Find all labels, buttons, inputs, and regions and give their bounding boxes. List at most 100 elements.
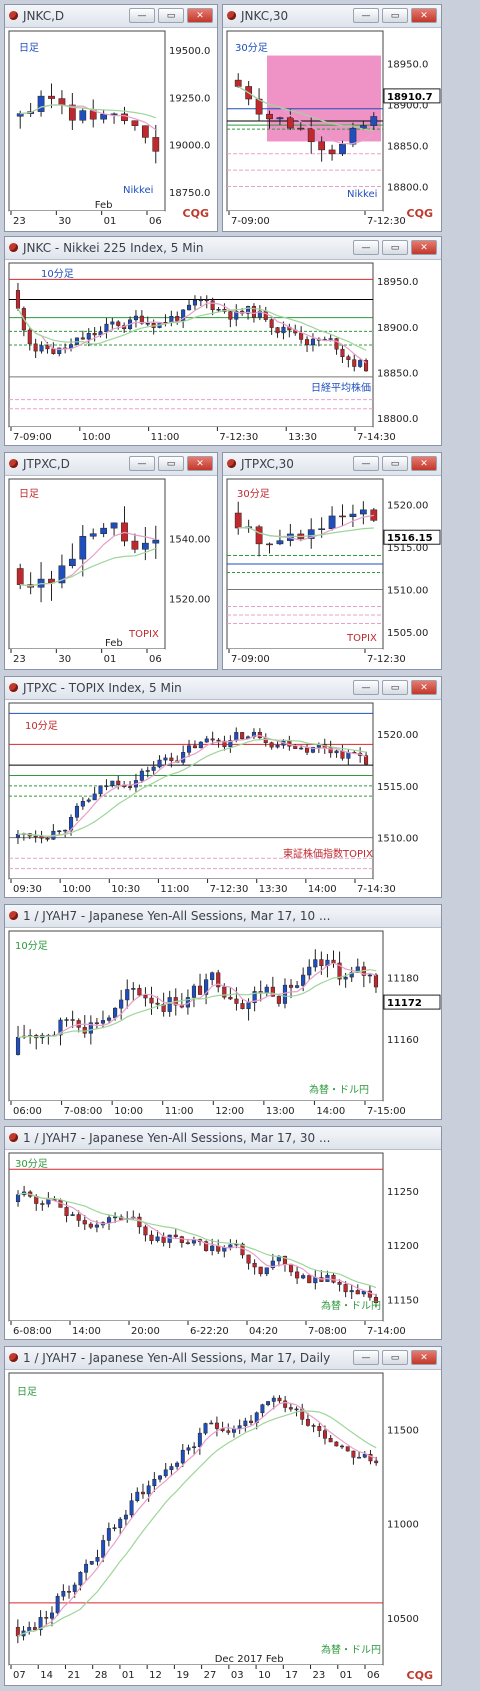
chart-window-yen-daily[interactable]: 1 / JYAH7 - Japanese Yen-All Sessions, M… — [4, 1346, 442, 1686]
title-bar[interactable]: JTPXC,D — ▭ ✕ — [5, 453, 217, 476]
maximize-button[interactable]: ▭ — [382, 680, 408, 695]
candle-body — [328, 1438, 333, 1443]
maximize-button[interactable]: ▭ — [382, 8, 408, 23]
close-button[interactable]: ✕ — [411, 1350, 437, 1365]
plot-area — [8, 1372, 384, 1666]
candle-body — [58, 565, 66, 584]
candle-body — [318, 141, 326, 151]
title-bar[interactable]: 1 / JYAH7 - Japanese Yen-All Sessions, M… — [5, 1127, 441, 1150]
x-axis-label: 6-22:20 — [190, 1326, 229, 1337]
candle-body — [110, 522, 118, 529]
minimize-button[interactable]: — — [353, 240, 379, 255]
candlestick-chart[interactable]: 11180 11160 11172 06:00 7-08:00 10:00 11:00 12:… — [5, 927, 441, 1119]
candlestick-chart[interactable]: 11500 11000 10500 07 14 21 28 01 12 19 27 03 10 17 23 0… — [5, 1369, 441, 1685]
candle-body — [157, 759, 162, 768]
title-bar[interactable]: JNKC - Nikkei 225 Index, 5 Min — ▭ ✕ — [5, 237, 441, 260]
candlestick-chart[interactable]: 18900.0 18850.0 18800.0 18950.0 18910.7 7-09:… — [223, 27, 441, 231]
candle-body — [70, 1214, 75, 1216]
maximize-button[interactable]: ▭ — [382, 456, 408, 471]
candlestick-chart[interactable]: 1520.00 1515.00 1510.00 09:30 10:00 10:30 11:0… — [5, 699, 441, 897]
title-bar[interactable]: JNKC,D — ▭ ✕ — [5, 5, 217, 28]
y-axis-label: 11150 — [387, 1295, 419, 1306]
candle-body — [92, 333, 97, 336]
close-button[interactable]: ✕ — [187, 8, 213, 23]
minimize-button[interactable]: — — [129, 8, 155, 23]
candle-body — [173, 1234, 178, 1237]
candlestick-chart[interactable]: 1520.00 1515.00 1510.00 1505.00 1516.15 7-09:… — [223, 475, 441, 669]
close-button[interactable]: ✕ — [411, 456, 437, 471]
candlestick-chart[interactable]: 1540.00 1520.00 23 30 01 06 Feb — [5, 475, 217, 669]
chart-window-jnkc-daily[interactable]: JNKC,D — ▭ ✕ 19500.0 19250.0 19000.0 18750.… — [4, 4, 218, 232]
close-button[interactable]: ✕ — [411, 240, 437, 255]
candle-body — [33, 343, 38, 352]
candle-body — [343, 976, 348, 980]
candle-body — [246, 306, 251, 314]
title-bar[interactable]: JTPXC,30 — ▭ ✕ — [223, 453, 441, 476]
window-title: 1 / JYAH7 - Japanese Yen-All Sessions, M… — [23, 909, 331, 923]
minimize-button[interactable]: — — [353, 456, 379, 471]
candle-body — [161, 1236, 166, 1243]
candle-body — [307, 128, 315, 143]
x-axis-label: 01 — [340, 1670, 353, 1681]
x-axis-strip — [9, 211, 165, 231]
chart-window-jnkc-30min[interactable]: JNKC,30 — ▭ ✕ 18900.0 18850.0 18800.0 18950… — [222, 4, 442, 232]
y-axis-label: 1515.00 — [377, 782, 418, 793]
maximize-button[interactable]: ▭ — [382, 1350, 408, 1365]
candle-body — [286, 117, 294, 129]
x-axis-label: 7-09:00 — [231, 654, 270, 665]
candle-body — [318, 528, 326, 530]
candle-body — [76, 1214, 81, 1221]
chart-window-yen-30min[interactable]: 1 / JYAH7 - Japanese Yen-All Sessions, M… — [4, 1126, 442, 1340]
chart-window-topix-daily[interactable]: JTPXC,D — ▭ ✕ 1540.00 1520.00 23 30 01 06 Feb … — [4, 452, 218, 670]
candle-body — [64, 1207, 69, 1216]
candlestick-chart[interactable]: 18950.0 18900.0 18850.0 18800.0 7-09:00 10:00… — [5, 259, 441, 445]
minimize-button[interactable]: — — [353, 680, 379, 695]
title-bar[interactable]: JNKC,30 — ▭ ✕ — [223, 5, 441, 28]
candle-body — [78, 1572, 83, 1586]
title-bar[interactable]: JTPXC - TOPIX Index, 5 Min — ▭ ✕ — [5, 677, 441, 700]
title-bar[interactable]: 1 / JYAH7 - Japanese Yen-All Sessions, M… — [5, 905, 441, 928]
candle-body — [234, 732, 239, 741]
close-button[interactable]: ✕ — [411, 680, 437, 695]
candle-body — [246, 1254, 251, 1264]
chart-window-topix-30min[interactable]: JTPXC,30 — ▭ ✕ 1520.00 1515.00 1510.00 1505… — [222, 452, 442, 670]
y-axis-label: 1505.00 — [387, 628, 428, 639]
y-axis-label: 18950.0 — [387, 60, 428, 71]
candlestick-chart[interactable]: 11250 11200 11150 6-08:00 14:00 20:00 6-22:20 0… — [5, 1149, 441, 1339]
candle-body — [370, 116, 378, 126]
maximize-button[interactable]: ▭ — [158, 456, 184, 471]
minimize-button[interactable]: — — [353, 1350, 379, 1365]
minimize-button[interactable]: — — [129, 456, 155, 471]
candle-body — [234, 512, 242, 529]
y-axis-label: 1520.00 — [377, 730, 418, 741]
candle-body — [175, 1462, 180, 1467]
maximize-button[interactable]: ▭ — [382, 240, 408, 255]
candle-body — [276, 117, 284, 120]
y-axis-label: 19500.0 — [169, 46, 210, 57]
candle-body — [313, 1277, 318, 1284]
candle-body — [373, 974, 379, 988]
close-button[interactable]: ✕ — [411, 8, 437, 23]
chart-window-topix-5min[interactable]: JTPXC - TOPIX Index, 5 Min — ▭ ✕ 1520.00… — [4, 676, 442, 898]
x-axis-label: 07 — [13, 1670, 26, 1681]
candlestick-chart[interactable]: 19500.0 19250.0 19000.0 18750.0 23 30 01 06 Feb — [5, 27, 217, 231]
chart-window-yen-10min[interactable]: 1 / JYAH7 - Japanese Yen-All Sessions, M… — [4, 904, 442, 1120]
candle-body — [27, 1627, 32, 1632]
candle-body — [32, 1627, 37, 1631]
candle-body — [106, 1528, 111, 1541]
candle-body — [135, 1491, 140, 1501]
candle-body — [88, 1223, 93, 1228]
source-label: 為替・ドル円 — [309, 1085, 369, 1096]
candle-body — [128, 786, 133, 788]
candle-body — [349, 1290, 354, 1293]
close-button[interactable]: ✕ — [187, 456, 213, 471]
candle-body — [352, 359, 357, 367]
title-bar[interactable]: 1 / JYAH7 - Japanese Yen-All Sessions, M… — [5, 1347, 441, 1370]
chart-window-nikkei-5min[interactable]: JNKC - Nikkei 225 Index, 5 Min — ▭ ✕ 189… — [4, 236, 442, 446]
minimize-button[interactable]: — — [353, 8, 379, 23]
maximize-button[interactable]: ▭ — [158, 8, 184, 23]
candle-body — [151, 766, 156, 771]
candle-body — [266, 543, 273, 546]
candle-body — [288, 1407, 293, 1410]
candle-body — [169, 316, 174, 323]
